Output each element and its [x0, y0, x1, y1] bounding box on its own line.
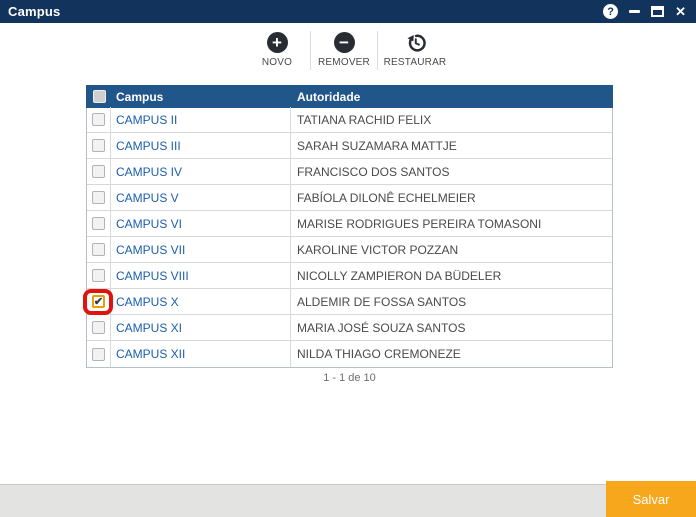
campus-link[interactable]: CAMPUS VI [111, 211, 291, 236]
campus-link[interactable]: CAMPUS X [111, 289, 291, 314]
authority-cell: KAROLINE VICTOR POZZAN [297, 242, 459, 257]
select-all-checkbox[interactable] [92, 90, 106, 103]
restore-history-icon [405, 32, 426, 53]
table-row: CAMPUS VI MARISE RODRIGUES PEREIRA TOMASO… [87, 211, 612, 237]
toolbar-divider [377, 31, 378, 70]
row-checkbox-cell [87, 133, 111, 158]
authority-cell: NILDA THIAGO CREMONEZE [297, 347, 461, 361]
checkbox-wrap: ✔ [83, 289, 113, 315]
checkbox-wrap [92, 113, 105, 126]
titlebar: Campus ? ✕ [0, 0, 696, 23]
row-checkbox[interactable]: ✔ [92, 295, 105, 308]
checkbox-wrap [92, 243, 105, 256]
campus-table: Campus Autoridade CAMPUS II TATIANA RACHI… [83, 85, 613, 368]
campus-link[interactable]: CAMPUS VII [111, 237, 291, 262]
checkbox-wrap [92, 165, 105, 178]
window-title: Campus [8, 4, 61, 19]
novo-button[interactable]: + NOVO [245, 29, 309, 72]
table-header: Campus Autoridade [86, 85, 613, 108]
authority-cell: ALDEMIR DE FOSSA SANTOS [297, 294, 467, 309]
row-checkbox[interactable] [92, 269, 105, 282]
remover-button[interactable]: − REMOVER [312, 29, 376, 72]
campus-link[interactable]: CAMPUS IV [111, 159, 291, 184]
campus-link[interactable]: CAMPUS VIII [111, 263, 291, 288]
campus-link[interactable]: CAMPUS XII [111, 341, 291, 367]
row-checkbox-cell [87, 341, 111, 367]
minimize-icon[interactable] [629, 10, 641, 13]
table-row: CAMPUS III SARAH SUZAMARA MATTJE [87, 133, 612, 159]
plus-circle-icon: + [266, 32, 288, 53]
row-checkbox[interactable] [92, 165, 105, 178]
header-checkbox-cell [87, 90, 111, 103]
row-checkbox[interactable] [92, 347, 105, 361]
table-row: CAMPUS IV FRANCISCO DOS SANTOS [87, 159, 612, 185]
authority-cell: SARAH SUZAMARA MATTJE [297, 138, 457, 153]
table-row: CAMPUS VIII NICOLLY ZAMPIERON DA BÜDELER [87, 263, 612, 289]
row-checkbox[interactable] [92, 113, 105, 126]
column-header-autoridade: Autoridade [297, 89, 361, 104]
authority-cell: MARIA JOSÉ SOUZA SANTOS [297, 320, 466, 335]
row-checkbox[interactable] [92, 321, 105, 334]
table-row: CAMPUS VII KAROLINE VICTOR POZZAN [87, 237, 612, 263]
checkbox-wrap [92, 139, 105, 152]
table-row: CAMPUS II TATIANA RACHID FELIX [87, 107, 612, 133]
row-checkbox[interactable] [92, 191, 105, 204]
campus-link[interactable]: CAMPUS V [111, 185, 291, 210]
restaurar-label: RESTAURAR [383, 57, 447, 68]
checkbox-wrap [92, 269, 105, 282]
authority-cell: NICOLLY ZAMPIERON DA BÜDELER [297, 268, 502, 283]
campus-link[interactable]: CAMPUS XI [111, 315, 291, 340]
row-checkbox-cell [87, 237, 111, 262]
checkbox-wrap [92, 191, 105, 204]
table-row: CAMPUS V FABÍOLA DILONÊ ECHELMEIER [87, 185, 612, 211]
row-checkbox-cell: ✔ [83, 289, 113, 315]
restaurar-button[interactable]: RESTAURAR [379, 29, 451, 72]
footer-bar [0, 484, 696, 517]
authority-cell: TATIANA RACHID FELIX [297, 112, 432, 127]
table-row: CAMPUS XI MARIA JOSÉ SOUZA SANTOS [87, 315, 612, 341]
checkbox-wrap [92, 347, 105, 361]
column-header-campus: Campus [116, 89, 164, 104]
table-body: CAMPUS II TATIANA RACHID FELIX CAMPUS III S… [83, 107, 612, 367]
row-checkbox-cell [87, 107, 111, 132]
pagination-text: 1 - 1 de 10 [323, 372, 376, 384]
campus-link[interactable]: CAMPUS II [111, 107, 291, 132]
row-checkbox[interactable] [92, 139, 105, 152]
row-checkbox-cell [87, 211, 111, 236]
save-button[interactable]: Salvar [606, 481, 696, 517]
row-checkbox-cell [87, 185, 111, 210]
toolbar-divider [310, 31, 311, 70]
window-controls: ? ✕ [603, 4, 696, 19]
row-checkbox[interactable] [92, 243, 105, 256]
maximize-icon[interactable] [651, 6, 665, 17]
campus-link[interactable]: CAMPUS III [111, 133, 291, 158]
row-checkbox-cell [87, 159, 111, 184]
close-icon[interactable]: ✕ [675, 4, 686, 19]
novo-label: NOVO [261, 57, 293, 68]
row-checkbox-cell [87, 263, 111, 288]
table-row: ✔ CAMPUS X ALDEMIR DE FOSSA SANTOS [83, 289, 612, 315]
table-row: CAMPUS XII NILDA THIAGO CREMONEZE [87, 341, 612, 367]
toolbar: + NOVO − REMOVER RESTAURAR [0, 29, 696, 72]
remover-label: REMOVER [318, 57, 370, 68]
help-icon[interactable]: ? [603, 4, 619, 19]
row-checkbox-cell [87, 315, 111, 340]
authority-cell: MARISE RODRIGUES PEREIRA TOMASONI [297, 216, 542, 231]
authority-cell: FABÍOLA DILONÊ ECHELMEIER [297, 190, 476, 205]
row-checkbox[interactable] [92, 217, 105, 230]
checkbox-wrap [92, 217, 105, 230]
authority-cell: FRANCISCO DOS SANTOS [297, 164, 450, 179]
checkbox-wrap [92, 321, 105, 334]
minus-circle-icon: − [333, 32, 355, 53]
